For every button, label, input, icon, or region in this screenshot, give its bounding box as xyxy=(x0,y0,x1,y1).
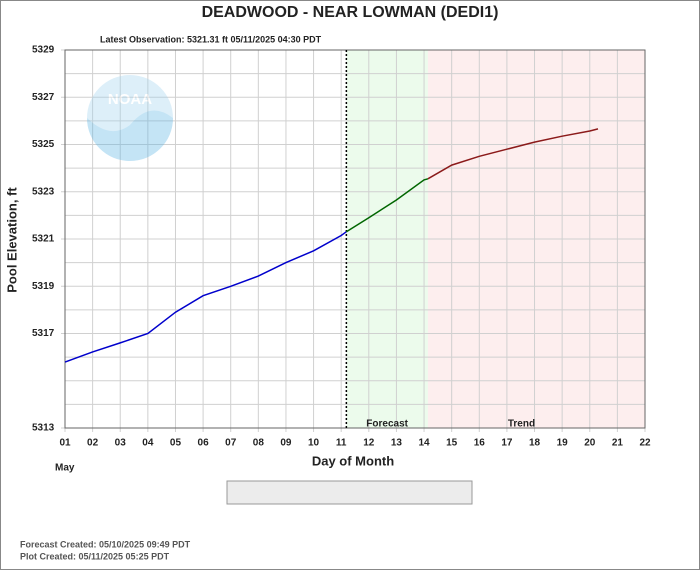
subtitle: Latest Observation: 5321.31 ft 05/11/202… xyxy=(100,34,322,44)
x-tick-label: 21 xyxy=(612,438,624,449)
x-tick-label: 01 xyxy=(59,438,71,449)
footer: Plot Created: 05/11/2025 05:25 PDT xyxy=(20,551,170,561)
x-tick-label: 18 xyxy=(529,438,541,449)
x-tick-label: 20 xyxy=(584,438,596,449)
series-line xyxy=(427,128,599,180)
x-tick-label: 22 xyxy=(639,438,651,449)
chart-title: DEADWOOD - NEAR LOWMAN (DEDI1) xyxy=(202,4,499,21)
x-tick-label: 11 xyxy=(336,438,347,449)
x-tick-label: 19 xyxy=(557,438,569,449)
x-tick-label: 16 xyxy=(474,438,486,449)
x-tick-label: 14 xyxy=(418,438,430,449)
x-tick-label: 10 xyxy=(308,438,320,449)
series-line xyxy=(64,231,347,363)
y-tick-label: 5319 xyxy=(32,281,55,292)
y-tick-label: 5313 xyxy=(32,423,55,434)
y-tick-label: 5321 xyxy=(32,234,55,245)
legend xyxy=(226,480,473,505)
logo-text: NOAA xyxy=(108,91,152,108)
x-tick-label: 08 xyxy=(253,438,265,449)
x-tick-label: 04 xyxy=(142,438,154,449)
y-tick-label: 5317 xyxy=(32,328,55,339)
x-tick-label: 05 xyxy=(170,438,182,449)
x-tick-label: 09 xyxy=(280,438,292,449)
x-sublabel: May xyxy=(55,463,75,474)
x-tick-label: 03 xyxy=(115,438,127,449)
x-tick-label: 02 xyxy=(87,438,99,449)
y-tick-label: 5323 xyxy=(32,186,55,197)
y-axis-label: Pool Elevation, ft xyxy=(4,187,19,293)
footer: Forecast Created: 05/10/2025 09:49 PDT xyxy=(20,539,191,549)
y-tick-label: 5329 xyxy=(32,45,55,56)
region-label: Trend xyxy=(508,419,535,430)
x-tick-label: 12 xyxy=(363,438,375,449)
x-tick-label: 15 xyxy=(446,438,458,449)
x-tick-label: 06 xyxy=(198,438,210,449)
x-tick-label: 07 xyxy=(225,438,237,449)
plot-border xyxy=(64,49,646,429)
y-tick-label: 5327 xyxy=(32,92,55,103)
region-label: Forecast xyxy=(366,419,408,430)
y-tick-label: 5325 xyxy=(32,139,55,150)
series-line xyxy=(346,178,429,233)
x-tick-label: 13 xyxy=(391,438,403,449)
noaa-logo: NOAA xyxy=(87,75,173,161)
x-tick-label: 17 xyxy=(501,438,513,449)
x-axis-label: Day of Month xyxy=(312,453,394,468)
